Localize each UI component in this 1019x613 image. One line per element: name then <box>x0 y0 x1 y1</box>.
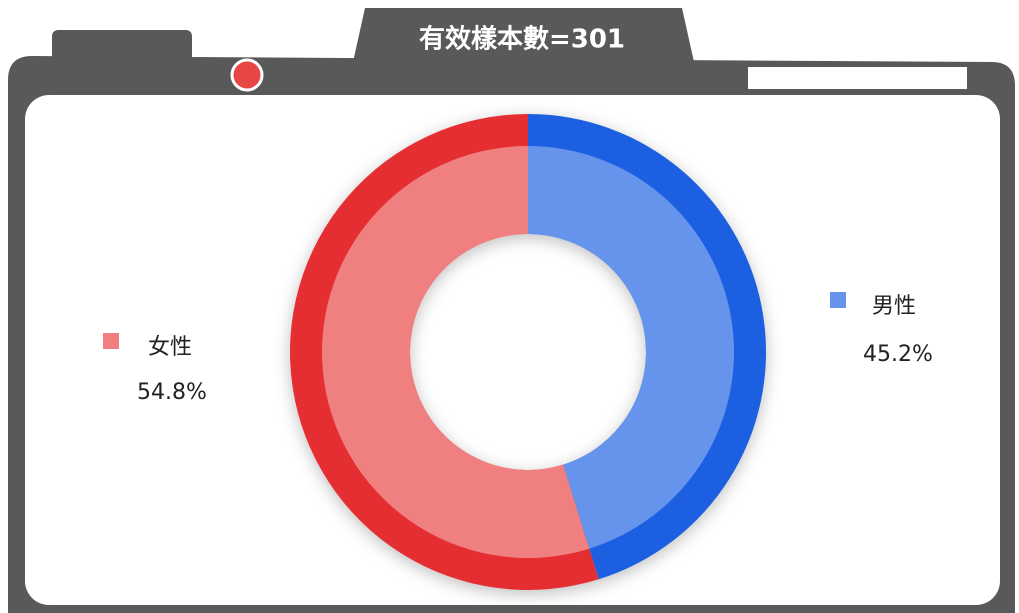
value-label: 54.8% <box>137 380 207 405</box>
camera-light <box>230 58 264 92</box>
chart-title: 有效樣本數=301 <box>419 24 625 55</box>
panel <box>25 95 1000 605</box>
camera-top <box>353 8 694 62</box>
legend-swatch <box>830 292 846 308</box>
donut-inner <box>528 146 734 549</box>
legend-swatch <box>103 333 119 349</box>
legend-label: 女性 <box>148 335 192 360</box>
donut <box>290 114 767 590</box>
value-label: 45.2% <box>863 342 933 367</box>
camera-window <box>748 67 967 89</box>
donut-inner <box>321 146 590 558</box>
legend-label: 男性 <box>872 294 916 319</box>
